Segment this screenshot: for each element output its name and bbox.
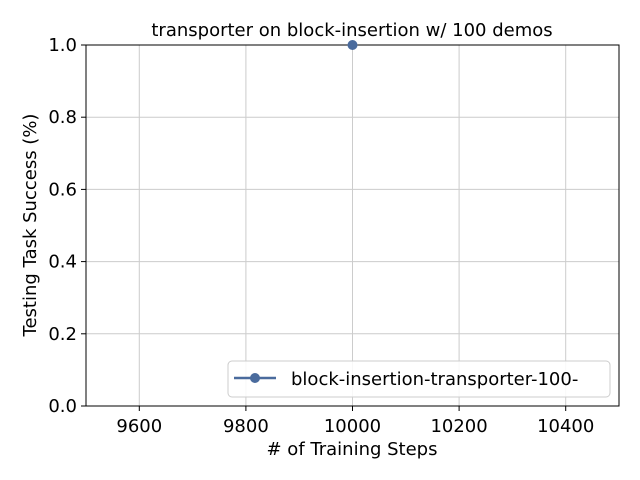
y-tick-label: 0.8 — [48, 107, 77, 128]
chart-title: transporter on block-insertion w/ 100 de… — [151, 20, 552, 41]
data-point — [347, 40, 358, 50]
x-tick-label: 9600 — [116, 416, 162, 437]
y-tick-label: 0.2 — [48, 324, 77, 345]
x-axis-label: # of Training Steps — [267, 439, 438, 460]
y-axis-label: Testing Task Success (%) — [20, 114, 41, 338]
y-tick-label: 0.4 — [48, 252, 77, 273]
legend-entry: block-insertion-transporter-100- — [291, 369, 578, 390]
y-tick-label: 1.0 — [48, 35, 77, 56]
x-tick-label: 10200 — [430, 416, 487, 437]
axis-ticks: 9600 9800 10000 10200 10400 0.0 0.2 0.4 0.6 0.8 1.… — [48, 35, 594, 437]
legend-marker — [250, 373, 260, 383]
y-tick-label: 0.6 — [48, 179, 77, 200]
x-tick-label: 10000 — [324, 416, 381, 437]
x-tick-label: 10400 — [537, 416, 594, 437]
legend: block-insertion-transporter-100- — [227, 360, 611, 398]
series-layer — [347, 40, 358, 50]
y-tick-label: 0.0 — [48, 396, 77, 417]
x-tick-label: 9800 — [223, 416, 269, 437]
legend-box — [227, 360, 611, 398]
